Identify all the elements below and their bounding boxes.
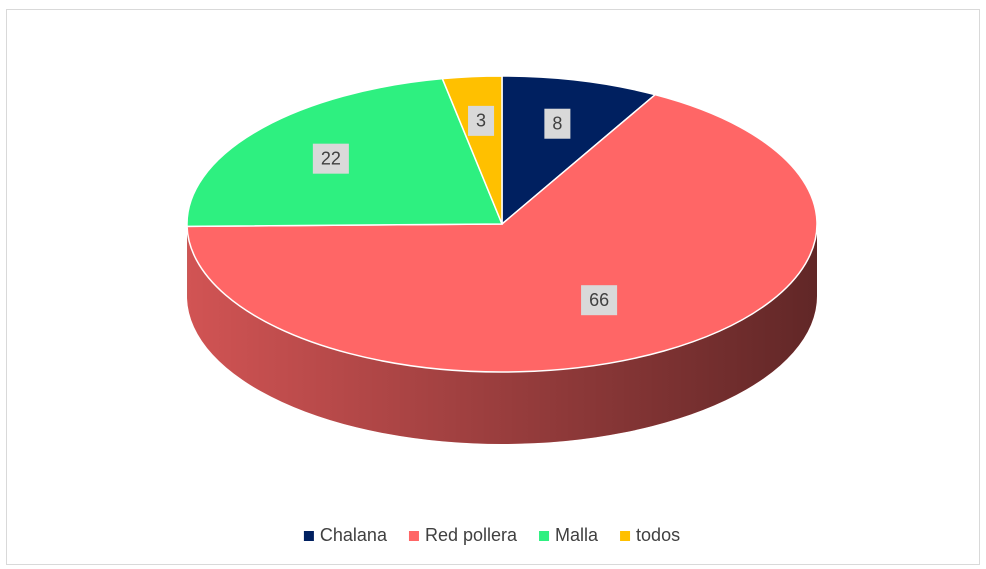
pie-slice: [501, 75, 657, 226]
pie-slice: [186, 93, 818, 373]
legend-label: Red pollera: [425, 525, 518, 545]
legend-marker: [539, 531, 550, 541]
data-label: 3: [468, 105, 495, 136]
data-label: 66: [581, 285, 618, 316]
data-label: 8: [544, 108, 571, 139]
legend-label: Malla: [555, 525, 599, 545]
data-label-box: [312, 143, 349, 174]
legend-marker: [620, 531, 631, 541]
legend-label: todos: [636, 525, 680, 545]
data-label-text: 66: [589, 290, 609, 310]
data-label-box: [468, 105, 495, 136]
data-label-text: 3: [476, 111, 486, 131]
legend-marker: [303, 531, 314, 541]
data-label: 22: [312, 143, 349, 174]
data-label-box: [544, 108, 571, 139]
legend-marker: [408, 531, 419, 541]
legend: Chalana Red pollera Malla todos: [303, 525, 680, 545]
legend-label: Chalana: [320, 525, 388, 545]
data-label-box: [581, 285, 618, 316]
data-label-text: 8: [552, 113, 562, 133]
data-label-text: 22: [321, 148, 341, 168]
pie-side-shade: [187, 224, 817, 444]
